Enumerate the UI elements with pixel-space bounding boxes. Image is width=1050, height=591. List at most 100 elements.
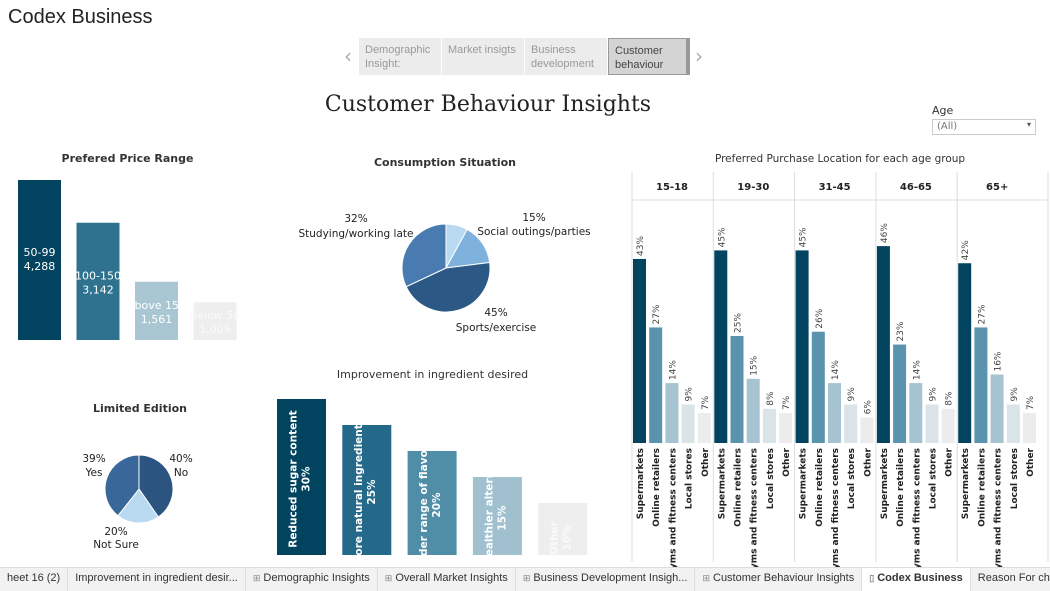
sheet-tab-label: Improvement in ingredient desir... bbox=[75, 572, 238, 584]
location-category-label: Supermarkets bbox=[880, 448, 890, 519]
location-bar bbox=[941, 408, 955, 443]
location-bar bbox=[1006, 404, 1020, 443]
ingredient-bar-value: 30% bbox=[301, 466, 313, 492]
price-bar bbox=[193, 302, 237, 340]
sheet-tab[interactable]: Improvement in ingredient desir... bbox=[68, 568, 246, 591]
location-bar-value: 46% bbox=[880, 223, 890, 243]
location-bar-value: 7% bbox=[1026, 395, 1036, 410]
age-filter-select[interactable]: (All) ▾ bbox=[932, 119, 1036, 135]
sheet-tab-label: Codex Business bbox=[877, 572, 963, 584]
location-category-label: Supermarkets bbox=[717, 448, 727, 519]
ingredient-bar bbox=[538, 503, 588, 555]
location-bar-value: 7% bbox=[701, 395, 711, 410]
sheet-tab[interactable]: ⊞ Customer Behaviour Insights bbox=[695, 568, 863, 591]
nav-market[interactable]: Market insigts bbox=[442, 38, 524, 75]
age-filter-value: (All) bbox=[937, 121, 958, 132]
location-bar bbox=[828, 383, 841, 443]
location-bar-value: 25% bbox=[734, 313, 744, 333]
price-bar-value: 1,561 bbox=[141, 313, 173, 326]
location-bar-value: 6% bbox=[863, 400, 873, 415]
limited-pie-slice bbox=[117, 488, 159, 524]
location-bar bbox=[1023, 413, 1036, 443]
ingredient-bar-value: 25% bbox=[366, 479, 378, 505]
consumption-chart-title: Consumption Situation bbox=[373, 156, 517, 169]
location-category-label: Online retailers bbox=[896, 448, 906, 527]
limited-pie-slice bbox=[138, 454, 174, 518]
location-category-label: Local stores bbox=[847, 448, 857, 509]
limited-label: Yes bbox=[85, 467, 103, 479]
sheet-tab[interactable]: ▯ Codex Business bbox=[862, 568, 971, 591]
location-bar-value: 9% bbox=[1010, 387, 1020, 402]
price-bar bbox=[18, 180, 61, 340]
ingredient-bar bbox=[277, 399, 326, 555]
price-bar-value: 3,142 bbox=[82, 283, 114, 296]
sheet-tab-label: heet 16 (2) bbox=[7, 572, 61, 584]
location-bar bbox=[730, 336, 744, 443]
location-bar-value: 23% bbox=[896, 321, 906, 341]
location-category-label: Online retailers bbox=[815, 448, 825, 527]
sheet-tab[interactable]: Reason For choo bbox=[971, 568, 1050, 591]
location-bar-value: 45% bbox=[799, 227, 809, 247]
location-bar bbox=[697, 413, 711, 443]
location-category-label: Local stores bbox=[929, 448, 939, 509]
location-bar-value: 15% bbox=[750, 355, 760, 375]
location-bar-value: 7% bbox=[782, 395, 792, 410]
location-bar bbox=[795, 250, 809, 443]
location-bar-value: 16% bbox=[994, 351, 1004, 371]
chevron-left-icon[interactable]: ‹ bbox=[344, 44, 352, 68]
ingredient-bar bbox=[342, 425, 392, 555]
ingredient-bar-value: 10% bbox=[562, 525, 574, 551]
chevron-right-icon[interactable]: › bbox=[695, 44, 703, 68]
consumption-label: Social outings/parties bbox=[477, 226, 590, 238]
location-category-label: Supermarkets bbox=[636, 448, 646, 519]
nav-business[interactable]: Business development bbox=[525, 38, 607, 75]
location-bar-value: 14% bbox=[668, 360, 678, 380]
location-bar-value: 27% bbox=[977, 304, 987, 324]
location-category-label: Local stores bbox=[685, 448, 695, 509]
dashboard-icon: ⊞ bbox=[702, 573, 710, 583]
dashboard-icon: ⊞ bbox=[384, 573, 393, 583]
location-bar-value: 26% bbox=[815, 308, 825, 328]
location-category-label: Online retailers bbox=[977, 448, 987, 527]
location-bar bbox=[779, 413, 793, 443]
location-bar bbox=[990, 374, 1004, 443]
nav-demographic[interactable]: Demographic Insight: bbox=[359, 38, 441, 75]
ingredient-bar-category: Other bbox=[549, 520, 561, 555]
location-bar bbox=[811, 331, 825, 443]
location-bar-value: 9% bbox=[847, 387, 857, 402]
location-bar-value: 14% bbox=[831, 360, 841, 380]
story-icon: ▯ bbox=[869, 573, 875, 583]
consumption-label: Studying/working late bbox=[298, 228, 413, 240]
ingredient-bar-value: 20% bbox=[431, 492, 443, 518]
nav-customer[interactable]: Customer behaviour bbox=[608, 38, 690, 75]
location-bar-value: 43% bbox=[636, 236, 646, 256]
chevron-down-icon: ▾ bbox=[1026, 120, 1031, 129]
location-category-label: Other bbox=[945, 447, 955, 476]
consumption-pct: 32% bbox=[344, 213, 367, 225]
price-bar-value: 4,288 bbox=[24, 260, 56, 273]
ingredient-bar-value: 15% bbox=[496, 505, 508, 531]
sheet-tab[interactable]: ⊞ Business Development Insigh... bbox=[516, 568, 696, 591]
ingredient-bar bbox=[407, 451, 457, 555]
consumption-pct: 45% bbox=[484, 307, 507, 319]
ingredient-bar bbox=[472, 477, 522, 555]
sheet-tab[interactable]: heet 16 (2) bbox=[0, 568, 69, 591]
location-category-label: Gyms and fitness centers bbox=[994, 448, 1004, 567]
location-bar bbox=[974, 327, 988, 443]
location-category-label: Other bbox=[701, 447, 711, 476]
location-bar-value: 9% bbox=[929, 387, 939, 402]
location-category-label: Gyms and fitness centers bbox=[668, 448, 678, 567]
ingredient-chart-title: Improvement in ingredient desired bbox=[336, 368, 529, 381]
location-bar bbox=[762, 408, 776, 443]
location-category-label: Local stores bbox=[1010, 448, 1020, 509]
sheet-tab-label: Overall Market Insights bbox=[395, 572, 508, 584]
sheet-tab[interactable]: ⊞ Overall Market Insights bbox=[378, 568, 516, 591]
sheet-tab[interactable]: ⊞ Demographic Insights bbox=[246, 568, 378, 591]
location-category-label: Other bbox=[863, 447, 873, 476]
dashboard-icon: ⊞ bbox=[252, 573, 261, 583]
dashboard-title: Customer Behaviour Insights bbox=[324, 92, 652, 117]
location-bar-value: 8% bbox=[945, 391, 955, 406]
location-category-label: Gyms and fitness centers bbox=[912, 448, 922, 567]
sheet-tab-bar: heet 16 (2) Improvement in ingredient des… bbox=[0, 567, 1050, 591]
